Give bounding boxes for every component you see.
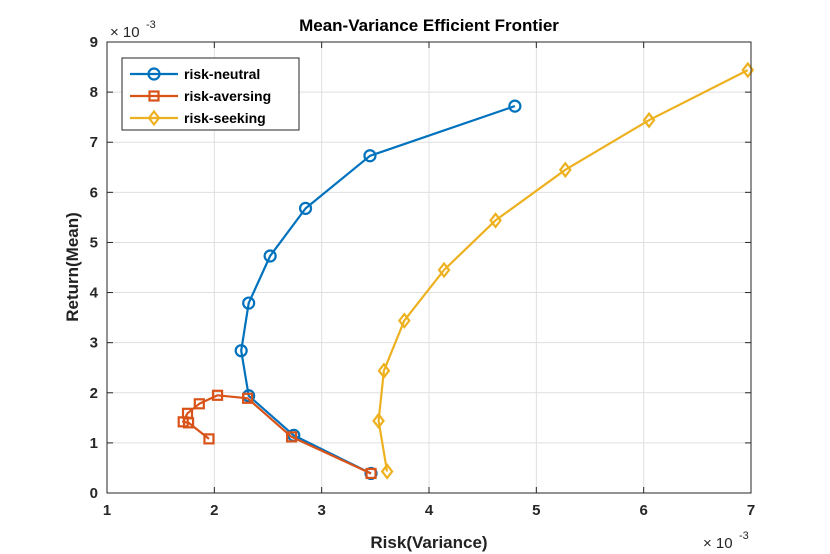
legend-label: risk-aversing: [184, 88, 271, 104]
legend-entry-risk-neutral: risk-neutral: [130, 66, 260, 82]
x-tick-label: 7: [747, 502, 755, 519]
series-line-risk-neutral: [240, 105, 516, 475]
x-tick-label: 3: [317, 502, 325, 519]
legend-label: risk-seeking: [184, 110, 266, 126]
x-tick-label: 5: [532, 502, 540, 519]
data-point-risk-aversing: [365, 467, 377, 480]
y-tick-label: 3: [90, 335, 98, 352]
y-tick-label: 6: [90, 184, 98, 201]
data-point-risk-aversing: [286, 431, 298, 443]
legend-marker: [147, 67, 161, 81]
y-multiplier-base: × 10: [110, 24, 140, 41]
x-tick-label: 4: [425, 502, 434, 519]
y-tick-label: 4: [90, 285, 99, 302]
data-point-risk-neutral: [363, 149, 377, 163]
y-multiplier-exponent: -3: [146, 19, 156, 31]
data-point-risk-seeking: [380, 463, 394, 480]
x-axis-label: Risk(Variance): [370, 533, 487, 552]
y-axis-multiplier: × 10 -3: [110, 19, 156, 41]
legend-entry-risk-seeking: risk-seeking: [130, 109, 266, 127]
series-risk-seeking: [372, 61, 755, 480]
x-multiplier-exponent: -3: [739, 530, 749, 542]
data-point-risk-seeking: [372, 412, 385, 430]
x-tick-label: 1: [103, 502, 111, 519]
x-axis-multiplier: × 10 -3: [703, 530, 749, 552]
y-tick-label: 7: [90, 134, 98, 151]
legend-marker: [147, 109, 161, 127]
x-tick-label: 2: [210, 502, 218, 519]
y-tick-label: 0: [90, 485, 98, 502]
y-tick-label: 2: [90, 385, 98, 402]
y-tick-label: 1: [90, 435, 98, 452]
data-point-risk-aversing: [182, 417, 195, 429]
chart-title: Mean-Variance Efficient Frontier: [299, 16, 559, 35]
series-layer: [177, 61, 755, 481]
data-point-risk-neutral: [508, 99, 522, 113]
data-point-risk-aversing: [203, 433, 215, 445]
series-line-risk-seeking: [377, 69, 749, 472]
data-point-risk-neutral: [298, 201, 313, 215]
data-point-risk-seeking: [397, 312, 411, 329]
legend-marker: [148, 90, 160, 102]
data-point-risk-aversing: [211, 389, 224, 401]
y-tick-label: 5: [90, 234, 98, 251]
legend-label: risk-neutral: [184, 66, 260, 82]
data-point-risk-seeking: [558, 161, 572, 179]
data-point-risk-aversing: [242, 392, 254, 404]
data-point-risk-seeking: [489, 212, 502, 229]
x-tick-label: 6: [639, 502, 647, 519]
data-point-risk-seeking: [377, 362, 391, 380]
series-risk-aversing: [177, 389, 377, 480]
legend-entry-risk-aversing: risk-aversing: [130, 88, 271, 104]
y-axis-label: Return(Mean): [63, 212, 82, 322]
data-point-risk-neutral: [263, 249, 277, 263]
y-tick-label: 8: [90, 84, 98, 101]
data-point-risk-neutral: [242, 296, 256, 310]
data-point-risk-neutral: [234, 344, 248, 358]
x-multiplier-base: × 10: [703, 535, 733, 552]
y-tick-label: 9: [90, 34, 98, 51]
data-point-risk-seeking: [642, 111, 656, 129]
data-point-risk-aversing: [193, 398, 205, 410]
data-point-risk-seeking: [437, 261, 451, 279]
legend: risk-neutral risk-aversing risk-seeking: [121, 57, 300, 131]
